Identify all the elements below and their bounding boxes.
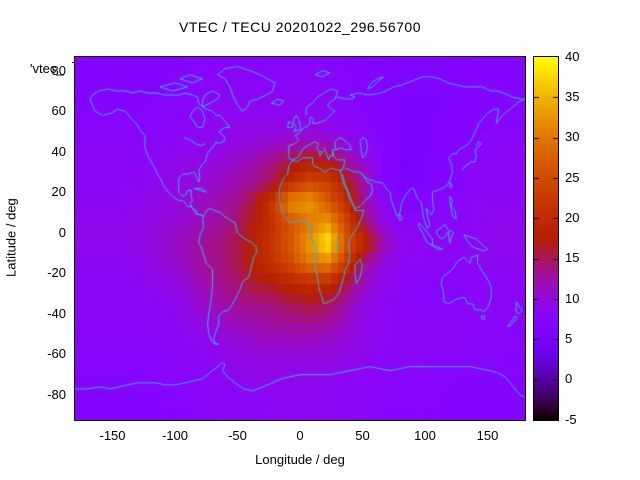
chart-title: VTEC / TECU 20201022_296.56700 — [178, 19, 421, 35]
x-tick-label: 150 — [476, 428, 499, 443]
key-label: 'vtec_ — [30, 61, 64, 76]
y-tick-label: -60 — [47, 346, 66, 362]
colorbar — [533, 56, 559, 421]
y-tick-label: 80 — [51, 62, 66, 78]
y-tick-label: 60 — [51, 103, 66, 119]
x-tick-label: -50 — [228, 428, 247, 443]
x-tick-label: 50 — [355, 428, 370, 443]
colorbar-tick-label: -5 — [565, 411, 577, 427]
colorbar-gradient-canvas — [534, 57, 558, 420]
y-tick-label: -20 — [47, 265, 66, 281]
y-tick-label: -80 — [47, 387, 66, 402]
y-tick-label: -40 — [47, 305, 66, 321]
x-tick-label: 100 — [414, 428, 436, 443]
y-tick-label: 20 — [51, 184, 66, 200]
colorbar-tick-label: 25 — [565, 169, 580, 185]
colorbar-tick-label: 30 — [565, 129, 580, 145]
colorbar-tick-label: 20 — [565, 209, 580, 225]
x-tick-label: 0 — [296, 428, 304, 443]
y-tick-label: 0 — [58, 224, 66, 240]
colorbar-tick-label: 10 — [565, 290, 580, 306]
y-tick-label: 40 — [51, 143, 66, 159]
colorbar-tick-label: 5 — [565, 330, 573, 346]
colorbar-tick-label: 40 — [565, 48, 580, 64]
y-axis-label: Latitude / deg — [3, 198, 19, 277]
x-axis-label: Longitude / deg — [255, 452, 345, 467]
colorbar-tick-label: 35 — [565, 88, 580, 104]
colorbar-tick-label: 15 — [565, 250, 580, 266]
colorbar-tick-label: 0 — [565, 371, 573, 387]
x-tick-label: -100 — [161, 428, 189, 443]
heatmap-world-map-canvas — [75, 57, 525, 420]
plot-area — [74, 56, 526, 421]
x-tick-label: -150 — [99, 428, 126, 443]
